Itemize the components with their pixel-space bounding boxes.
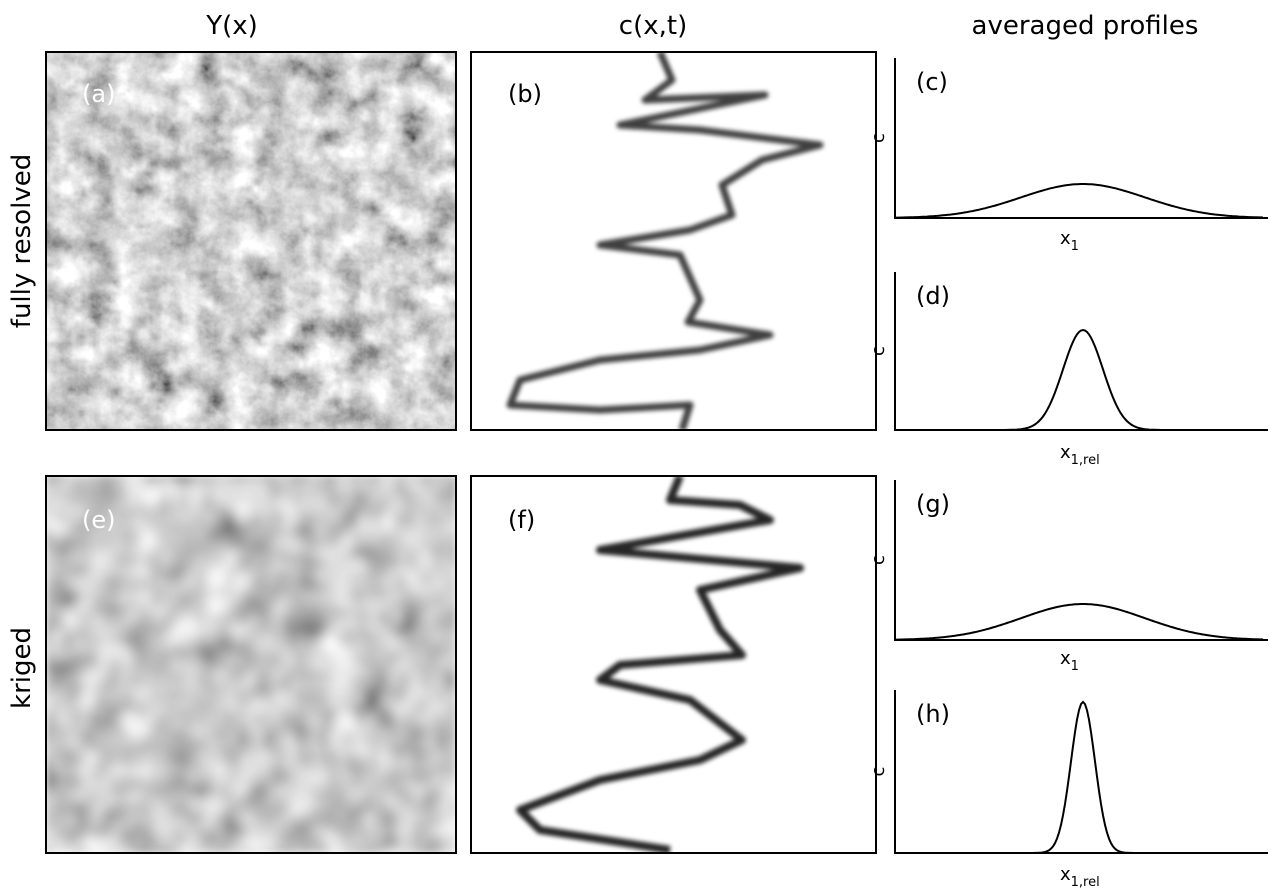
x-axis-label: x1 (1060, 648, 1079, 674)
x-axis-label-base: x (1060, 228, 1071, 249)
profile-curve (894, 183, 1264, 219)
x-axis-label-sub: 1,rel (1071, 875, 1100, 890)
x-axis-label-base: x (1060, 864, 1071, 885)
column-header: averaged profiles (972, 11, 1199, 41)
panel-label: (f) (508, 506, 535, 534)
x-axis-label-sub: 1 (1071, 239, 1079, 254)
profile-curve (895, 328, 1263, 431)
y-axis-label: c (868, 133, 889, 143)
row-label: kriged (7, 627, 37, 709)
axes (894, 480, 1268, 641)
column-header: Y(x) (205, 11, 258, 41)
y-axis-label: c (868, 767, 889, 777)
column-header: c(x,t) (619, 11, 687, 41)
field-image (46, 52, 456, 430)
y-axis-label: c (868, 555, 889, 565)
axes (894, 272, 1268, 431)
y-axis-label: c (868, 346, 889, 356)
x-axis-label-sub: 1,rel (1071, 453, 1100, 468)
axes (894, 690, 1268, 854)
profile-panels: (c)cx1(d)cx1,rel(g)cx1(h)cx1,rel (868, 58, 1268, 890)
panel-label: (h) (916, 700, 950, 728)
panel-label: (e) (82, 506, 116, 534)
row-label: fully resolved (7, 154, 37, 328)
panel-label: (b) (508, 80, 542, 108)
panel-label: (c) (916, 68, 948, 96)
plume (516, 476, 804, 853)
panel-frame (45, 475, 457, 854)
x-axis-label: x1,rel (1060, 864, 1100, 890)
field-image (46, 476, 456, 853)
panel-frame (470, 51, 877, 431)
x-axis-label: x1,rel (1060, 442, 1100, 468)
x-axis-label-base: x (1060, 442, 1071, 463)
profile-curve (895, 700, 1263, 854)
x-axis-label-sub: 1 (1071, 659, 1079, 674)
panel-label: (a) (82, 80, 115, 108)
panel-label: (d) (916, 282, 950, 310)
panel-frame (45, 51, 457, 431)
x-axis-label-base: x (1060, 648, 1071, 669)
panel-label: (g) (916, 490, 950, 518)
x-axis-label: x1 (1060, 228, 1079, 254)
profile-curve (895, 603, 1264, 641)
axes (894, 58, 1268, 219)
plume (506, 52, 824, 430)
